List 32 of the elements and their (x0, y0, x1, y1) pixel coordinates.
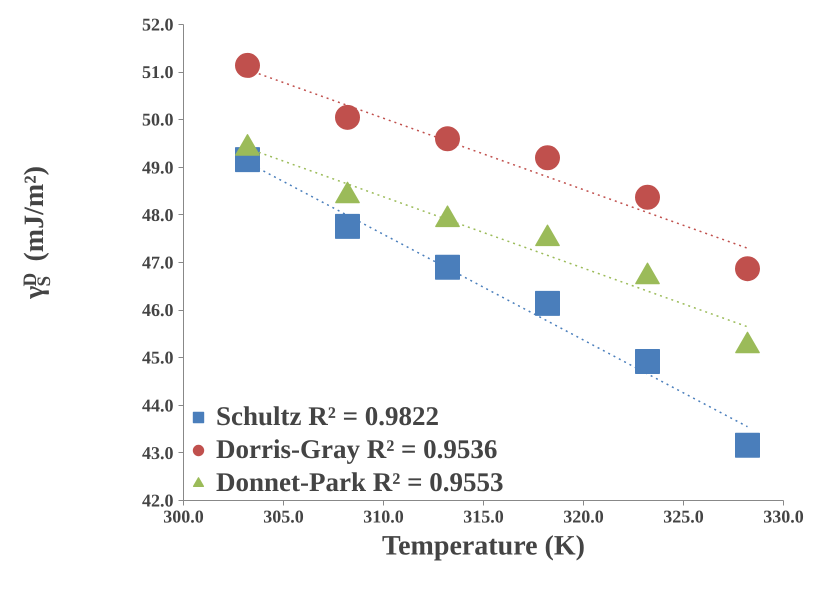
point (435, 254, 460, 280)
point (635, 349, 660, 374)
x-tick-label: 305.0 (263, 506, 304, 526)
point (735, 256, 760, 282)
x-tick-label: 330.0 (763, 506, 804, 526)
point (735, 432, 760, 458)
x-tick-label: 310.0 (363, 506, 404, 526)
point (635, 184, 660, 210)
y-tick-label: 43.0 (142, 442, 174, 463)
x-tick-label: 315.0 (463, 506, 504, 526)
point (335, 214, 360, 239)
y-tick-label: 46.0 (142, 300, 174, 320)
legend-label: Dorris-Gray R² = 0.9536 (216, 434, 498, 465)
point (335, 104, 360, 130)
y-tick-label: 48.0 (142, 204, 174, 225)
x-axis-title: Temperature (K) (382, 530, 585, 562)
y-tick-label: 44.0 (142, 395, 174, 416)
legend-label: Donnet-Park R² = 0.9553 (216, 467, 504, 498)
y-tick-label: 51.0 (142, 62, 174, 82)
y-axis-title: γSD (mJ/m²) (19, 166, 55, 300)
y-tick-label: 52.0 (142, 14, 174, 34)
y-tick-label: 49.0 (142, 157, 174, 178)
point (535, 290, 560, 316)
point (535, 145, 560, 170)
point (435, 126, 460, 152)
x-tick-label: 320.0 (563, 506, 604, 526)
y-tick-label: 45.0 (142, 348, 174, 368)
legend-label: Schultz R² = 0.9822 (216, 401, 439, 432)
y-tick-label: 50.0 (142, 110, 174, 130)
point (235, 52, 260, 78)
y-tick-label: 47.0 (142, 252, 174, 272)
x-tick-label: 325.0 (663, 506, 704, 526)
